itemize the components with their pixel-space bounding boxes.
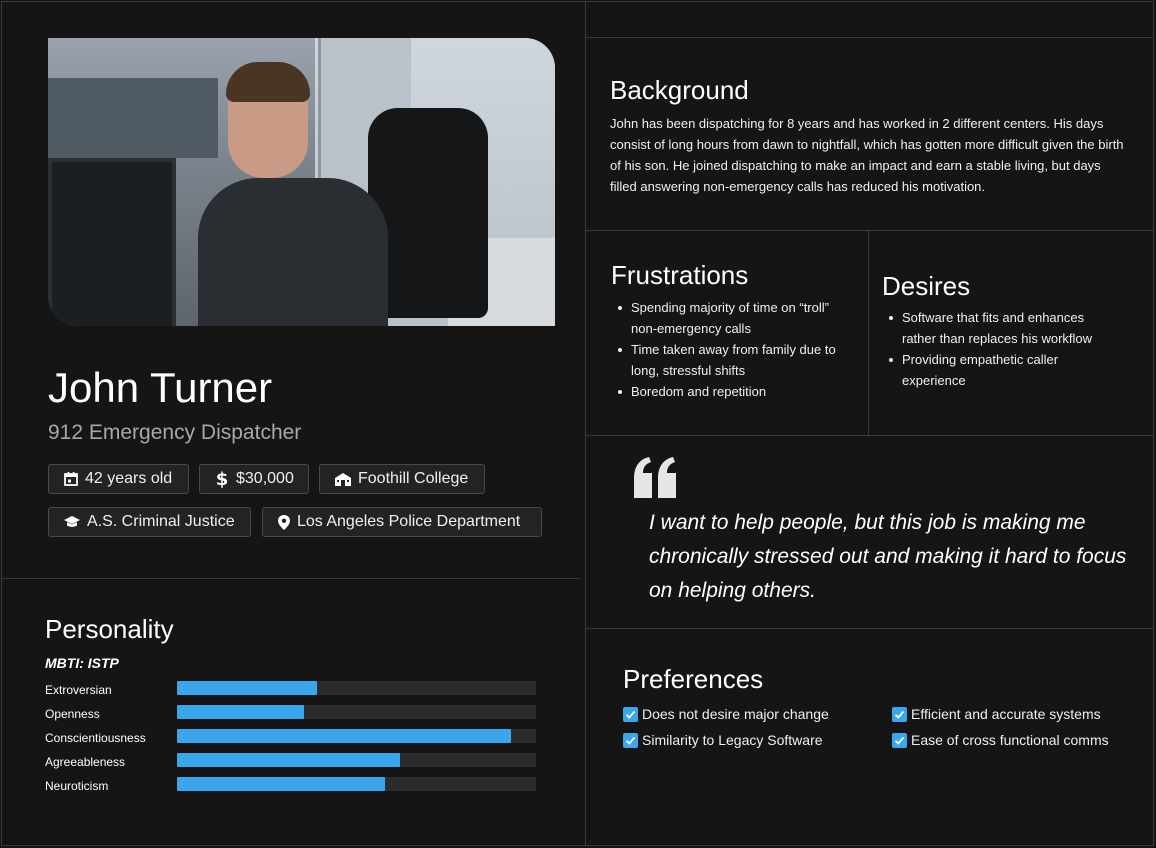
preference-label: Similarity to Legacy Software bbox=[642, 732, 823, 748]
preference-label: Does not desire major change bbox=[642, 706, 829, 722]
checkbox-checked[interactable] bbox=[623, 706, 638, 722]
age-label: 42 years old bbox=[85, 470, 173, 487]
checkbox-checked[interactable] bbox=[623, 732, 638, 748]
divider bbox=[868, 231, 869, 436]
personality-title: Personality bbox=[45, 614, 174, 644]
check-icon bbox=[894, 710, 905, 719]
check-icon bbox=[894, 736, 905, 745]
svg-text:$: $ bbox=[216, 470, 229, 488]
trait-bar bbox=[177, 681, 536, 695]
quote-icon bbox=[634, 457, 676, 498]
frustrations-list: Spending majority of time on “troll” non… bbox=[610, 297, 858, 402]
school-chip: Foothill College bbox=[319, 464, 485, 494]
preference-item: Ease of cross functional comms bbox=[892, 732, 1109, 748]
location-pin-icon bbox=[278, 514, 290, 530]
persona-quote: I want to help people, but this job is m… bbox=[649, 511, 1127, 602]
column-divider bbox=[585, 2, 586, 846]
check-icon bbox=[625, 710, 636, 719]
preference-item: Similarity to Legacy Software bbox=[623, 732, 823, 748]
frustrations-title: Frustrations bbox=[611, 260, 749, 290]
background-text: John has been dispatching for 8 years an… bbox=[610, 116, 1124, 194]
profile-photo bbox=[48, 38, 555, 326]
preference-label: Efficient and accurate systems bbox=[911, 706, 1101, 722]
age-chip: 42 years old bbox=[48, 464, 189, 494]
trait-bar-fill bbox=[177, 705, 305, 719]
degree-label: A.S. Criminal Justice bbox=[87, 513, 235, 530]
trait-bar bbox=[177, 705, 536, 719]
list-item: Providing empathetic caller experience bbox=[881, 349, 1121, 391]
checkbox-checked[interactable] bbox=[892, 732, 907, 748]
graduation-cap-icon bbox=[64, 516, 80, 527]
trait-bar bbox=[177, 729, 536, 743]
list-item: Software that fits and enhances rather t… bbox=[881, 307, 1121, 349]
trait-bar bbox=[177, 753, 536, 767]
trait-label: Extroversian bbox=[45, 683, 112, 697]
trait-bar-fill bbox=[177, 777, 386, 791]
employer-chip: Los Angeles Police Department bbox=[262, 507, 542, 537]
divider bbox=[2, 578, 580, 579]
income-chip: $ $30,000 bbox=[199, 464, 309, 494]
calendar-icon bbox=[64, 472, 78, 486]
trait-label: Openness bbox=[45, 707, 100, 721]
desires-list: Software that fits and enhances rather t… bbox=[881, 307, 1121, 391]
divider bbox=[586, 435, 1154, 436]
preference-item: Efficient and accurate systems bbox=[892, 706, 1101, 722]
employer-label: Los Angeles Police Department bbox=[297, 513, 521, 530]
divider bbox=[586, 37, 1154, 38]
list-item: Boredom and repetition bbox=[610, 381, 858, 402]
income-label: $30,000 bbox=[236, 470, 294, 487]
list-item: Spending majority of time on “troll” non… bbox=[610, 297, 858, 339]
desires-title: Desires bbox=[882, 271, 971, 301]
school-label: Foothill College bbox=[358, 470, 469, 487]
check-icon bbox=[625, 736, 636, 745]
degree-chip: A.S. Criminal Justice bbox=[48, 507, 251, 537]
preference-label: Ease of cross functional comms bbox=[911, 732, 1109, 748]
persona-name: John Turner bbox=[48, 364, 273, 411]
building-icon bbox=[335, 473, 351, 486]
trait-label: Neuroticism bbox=[45, 779, 109, 793]
persona-role: 912 Emergency Dispatcher bbox=[48, 421, 302, 444]
mbti-label: MBTI: ISTP bbox=[45, 655, 119, 671]
trait-bar bbox=[177, 777, 536, 791]
trait-label: Agreeableness bbox=[45, 755, 126, 769]
checkbox-checked[interactable] bbox=[892, 706, 907, 722]
preference-item: Does not desire major change bbox=[623, 706, 829, 722]
trait-bar-fill bbox=[177, 729, 511, 743]
trait-label: Conscientiousness bbox=[45, 731, 146, 745]
trait-bar-fill bbox=[177, 681, 317, 695]
list-item: Time taken away from family due to long,… bbox=[610, 339, 858, 381]
preferences-title: Preferences bbox=[623, 664, 764, 694]
divider bbox=[586, 628, 1154, 629]
dollar-icon: $ bbox=[216, 470, 229, 488]
background-title: Background bbox=[610, 75, 749, 105]
divider bbox=[586, 230, 1154, 231]
trait-bar-fill bbox=[177, 753, 400, 767]
